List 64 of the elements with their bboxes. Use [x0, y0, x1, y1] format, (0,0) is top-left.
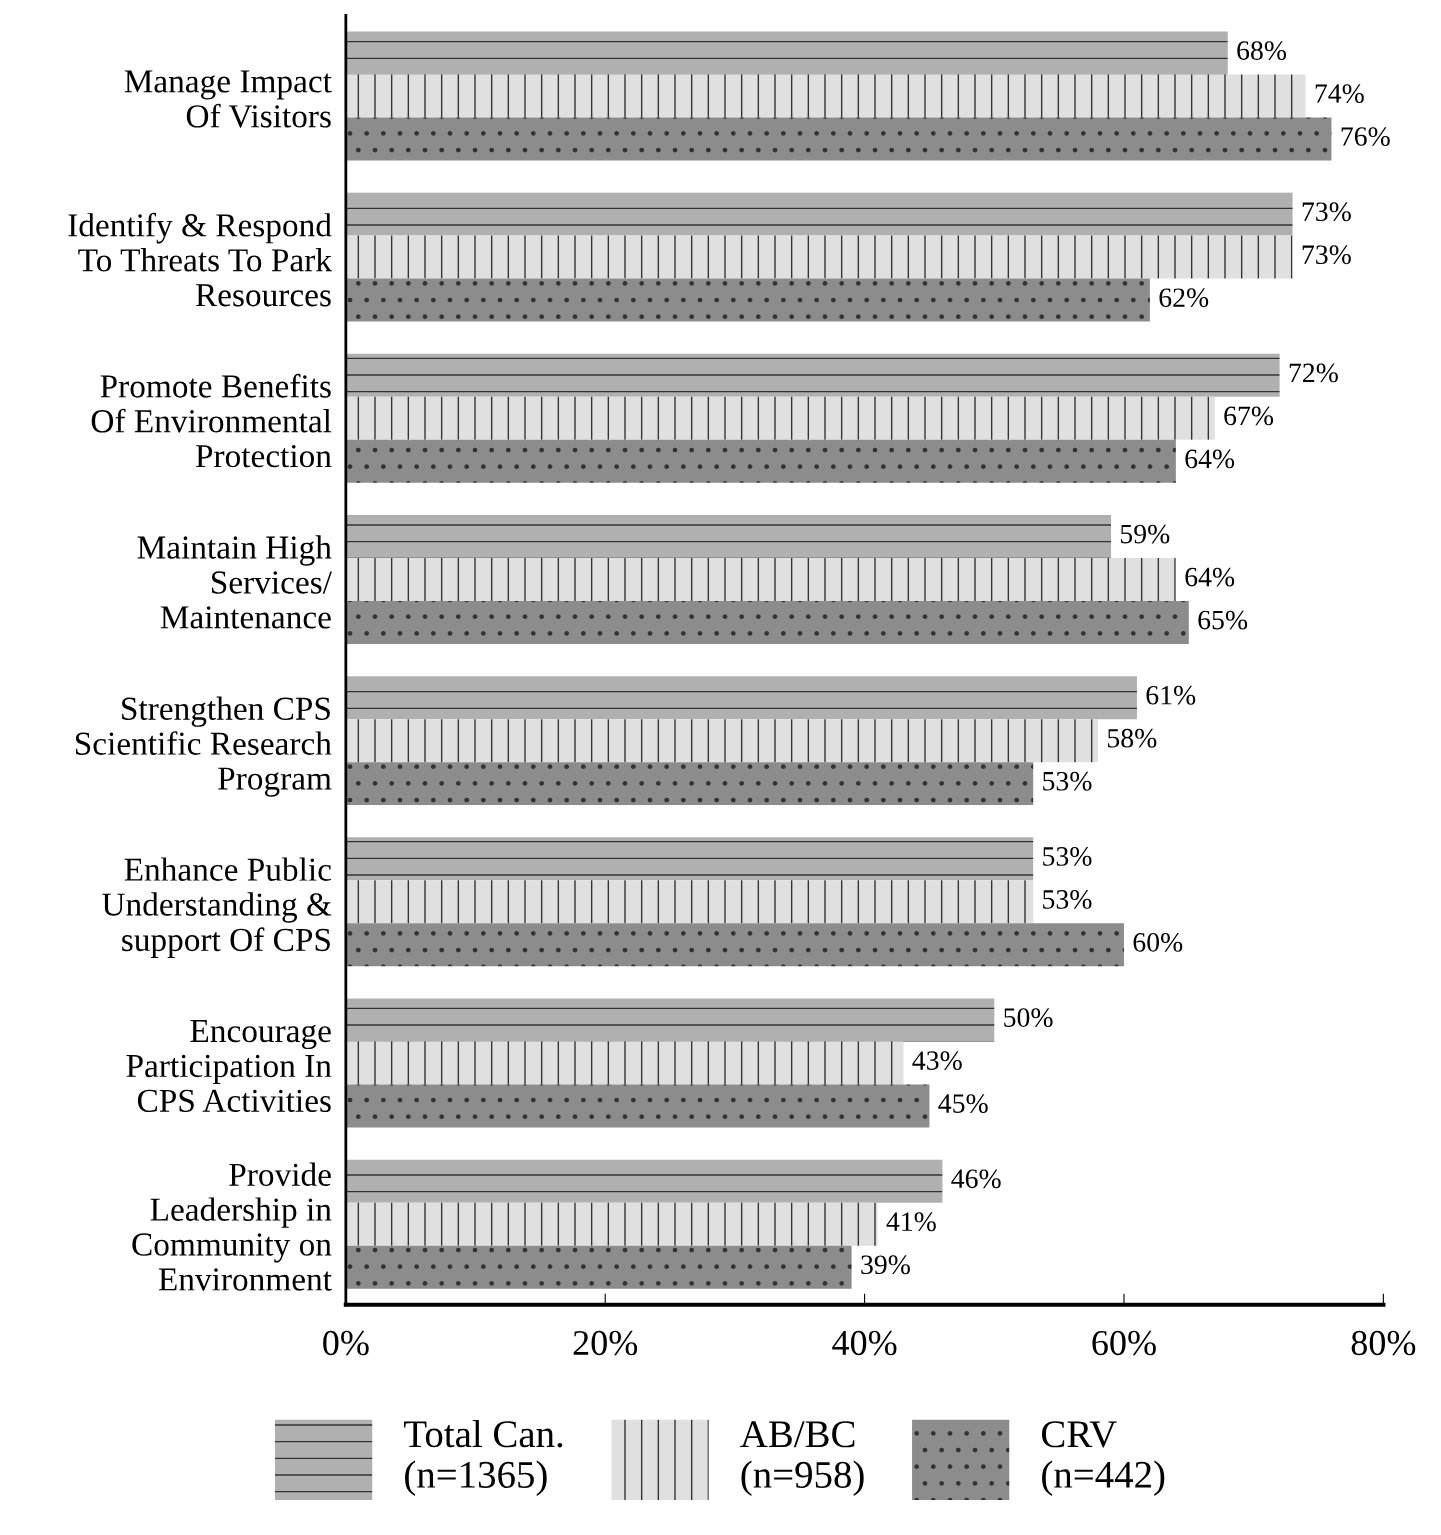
data-label: 53% — [1043, 890, 1092, 909]
bar — [345, 74, 1306, 118]
legend-label: AB/BC (n=958) — [740, 1421, 864, 1496]
y-tick-label: Encourage Participation In CPS Activities — [126, 1020, 332, 1113]
bar — [345, 1245, 852, 1289]
data-label: 41% — [886, 1212, 936, 1232]
data-label: 65% — [1198, 610, 1248, 630]
data-label: 61% — [1146, 685, 1196, 705]
bar — [345, 1202, 878, 1246]
bar — [345, 192, 1293, 236]
y-tick-label: Provide Leadership in Community on Environment — [132, 1162, 332, 1291]
data-label: 50% — [1004, 1008, 1053, 1028]
x-tick-label: 40% — [832, 1330, 897, 1356]
x-tick-label: 60% — [1092, 1330, 1156, 1356]
bar — [345, 1159, 943, 1203]
x-tick-label: 20% — [573, 1330, 638, 1356]
bar — [345, 1041, 904, 1085]
data-label: 60% — [1133, 933, 1183, 952]
data-label: 46% — [951, 1169, 1001, 1189]
bar — [345, 557, 1176, 601]
data-label: 53% — [1043, 847, 1092, 866]
bar — [345, 353, 1280, 397]
bar — [345, 998, 995, 1042]
bar — [345, 837, 1034, 881]
y-tick-label: Manage Impact Of Visitors — [124, 70, 332, 128]
y-tick-label: Identify & Respond To Threats To Park Resources — [68, 212, 332, 307]
data-label: 53% — [1043, 771, 1092, 791]
data-label: 59% — [1120, 524, 1170, 544]
data-label: 72% — [1289, 363, 1338, 383]
data-label: 76% — [1341, 127, 1390, 146]
y-tick-label: Maintain High Services/ Maintenance — [137, 535, 332, 629]
bar — [345, 762, 1034, 806]
data-label: 58% — [1107, 728, 1157, 748]
bar — [345, 235, 1293, 279]
data-label: 64% — [1185, 449, 1235, 469]
legend-label: Total Can. (n=1365) — [404, 1419, 563, 1496]
data-label: 67% — [1224, 406, 1274, 426]
data-label: 39% — [861, 1255, 910, 1275]
bar — [345, 514, 1112, 558]
bar — [345, 719, 1099, 763]
data-label: 45% — [938, 1094, 988, 1114]
y-tick-label: Promote Benefits Of Environmental Protection — [91, 373, 332, 468]
bar — [345, 600, 1189, 644]
y-tick-label: Strengthen CPS Scientific Research Program — [75, 696, 332, 797]
data-label: 74% — [1315, 84, 1364, 103]
data-label: 64% — [1185, 567, 1235, 587]
bar — [345, 31, 1228, 75]
bar — [345, 396, 1215, 440]
bar — [345, 676, 1137, 720]
bar — [345, 117, 1332, 161]
legend-label: CRV (n=442) — [1041, 1421, 1165, 1496]
data-label: 62% — [1159, 288, 1209, 308]
y-tick-label: Enhance Public Understanding & support Of CPS — [102, 857, 332, 958]
data-label: 73% — [1302, 202, 1351, 222]
bar — [345, 880, 1034, 924]
bar — [345, 923, 1124, 967]
data-label: 43% — [912, 1051, 962, 1071]
x-tick-label: 0% — [323, 1330, 369, 1356]
data-label: 73% — [1302, 245, 1351, 265]
bar — [345, 1084, 930, 1128]
data-label: 68% — [1237, 41, 1287, 60]
bar — [345, 278, 1150, 322]
x-tick-label: 80% — [1351, 1330, 1416, 1356]
bar — [345, 439, 1176, 483]
